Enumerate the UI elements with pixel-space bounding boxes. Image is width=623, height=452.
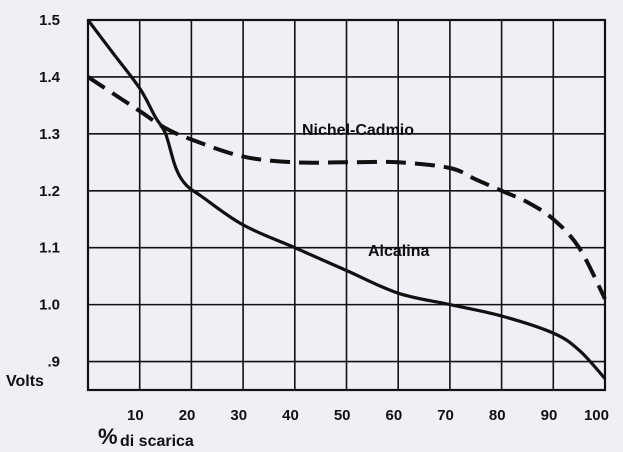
x-axis-label: di scarica	[120, 433, 194, 450]
series-line-nichel-cadmio	[86, 75, 607, 300]
y-tick-label: 1.5	[39, 12, 60, 29]
y-tick-label: 1.1	[39, 240, 60, 257]
y-tick-label: 1.3	[39, 126, 60, 143]
y-axis-ticks: 1.5 1.4 1.3 1.2 1.1 1.0 .9	[39, 12, 61, 371]
x-tick-label: 20	[179, 407, 196, 424]
x-tick-label: 60	[386, 407, 403, 424]
series-line-alcalina	[86, 19, 607, 380]
x-axis-ticks: 10 20 30 40 50 60 70 80 90 100	[127, 407, 609, 424]
grid	[88, 19, 606, 390]
y-tick-label: .9	[47, 354, 60, 371]
x-tick-label: 40	[282, 407, 299, 424]
series-lines	[86, 19, 607, 380]
x-tick-label: 10	[127, 407, 144, 424]
x-axis-label-symbol: %	[98, 424, 118, 449]
x-tick-label: 90	[541, 407, 558, 424]
series-label-nichel-cadmio: Nichel-Cadmio	[302, 122, 414, 139]
x-tick-label: 100	[584, 407, 609, 424]
y-axis-label: Volts	[6, 373, 44, 390]
y-tick-label: 1.0	[39, 297, 60, 314]
x-tick-label: 50	[334, 407, 351, 424]
y-tick-label: 1.4	[39, 69, 61, 86]
x-tick-label: 70	[437, 407, 454, 424]
plot-frame	[86, 18, 607, 392]
y-tick-label: 1.2	[39, 183, 60, 200]
x-tick-label: 30	[230, 407, 247, 424]
series-label-alcalina: Alcalina	[368, 243, 429, 260]
x-tick-label: 80	[489, 407, 506, 424]
